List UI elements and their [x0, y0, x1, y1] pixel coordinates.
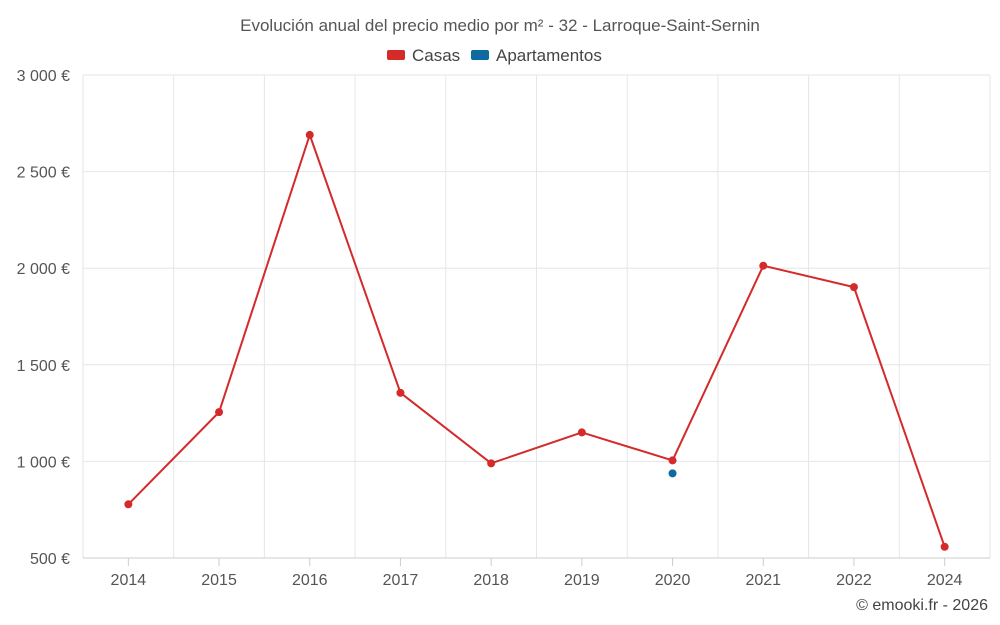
x-tick-label: 2014 — [111, 572, 147, 589]
credit-text: © emooki.fr - 2026 — [856, 597, 988, 614]
data-point-casas[interactable] — [487, 459, 496, 468]
x-tick-label: 2022 — [836, 572, 872, 589]
series — [124, 130, 949, 551]
legend-swatch-casas — [387, 50, 405, 60]
data-point-casas[interactable] — [215, 408, 224, 417]
data-point-casas[interactable] — [668, 456, 677, 465]
y-tick-label: 2 000 € — [17, 261, 70, 278]
x-tick-label: 2017 — [383, 572, 419, 589]
data-point-casas[interactable] — [940, 542, 949, 551]
legend-label-casas: Casas — [412, 46, 460, 65]
y-tick-label: 3 000 € — [17, 68, 70, 85]
x-tick-label: 2019 — [564, 572, 600, 589]
legend-item-casas[interactable]: Casas — [387, 46, 460, 65]
chart-title: Evolución anual del precio medio por m² … — [240, 16, 760, 35]
legend-item-apartamentos[interactable]: Apartamentos — [471, 46, 602, 65]
data-point-casas[interactable] — [759, 261, 768, 270]
y-tick-label: 2 500 € — [17, 165, 70, 182]
data-point-casas[interactable] — [849, 283, 858, 292]
x-tick-label: 2015 — [201, 572, 237, 589]
data-point-apartamentos[interactable] — [668, 469, 677, 478]
series-line-casas — [127, 133, 946, 548]
y-tick-label: 500 € — [30, 551, 70, 568]
data-point-casas[interactable] — [305, 130, 314, 139]
y-tick-label: 1 000 € — [17, 454, 70, 471]
data-point-casas[interactable] — [577, 428, 586, 437]
x-tick-label: 2024 — [927, 572, 963, 589]
grid — [82, 74, 991, 559]
x-tick-label: 2020 — [655, 572, 691, 589]
data-point-casas[interactable] — [396, 388, 405, 397]
y-tick-label: 1 500 € — [17, 358, 70, 375]
x-tick-label: 2018 — [473, 572, 509, 589]
legend-label-apartamentos: Apartamentos — [496, 46, 602, 65]
axes: 500 € 1 000 € 1 500 € 2 000 € 2 500 € 3 000 €… — [17, 68, 990, 589]
legend-swatch-apartamentos — [471, 50, 489, 60]
x-tick-label: 2021 — [745, 572, 781, 589]
x-tick-label: 2016 — [292, 572, 328, 589]
data-point-casas[interactable] — [124, 500, 133, 509]
legend: Casas Apartamentos — [387, 46, 602, 65]
